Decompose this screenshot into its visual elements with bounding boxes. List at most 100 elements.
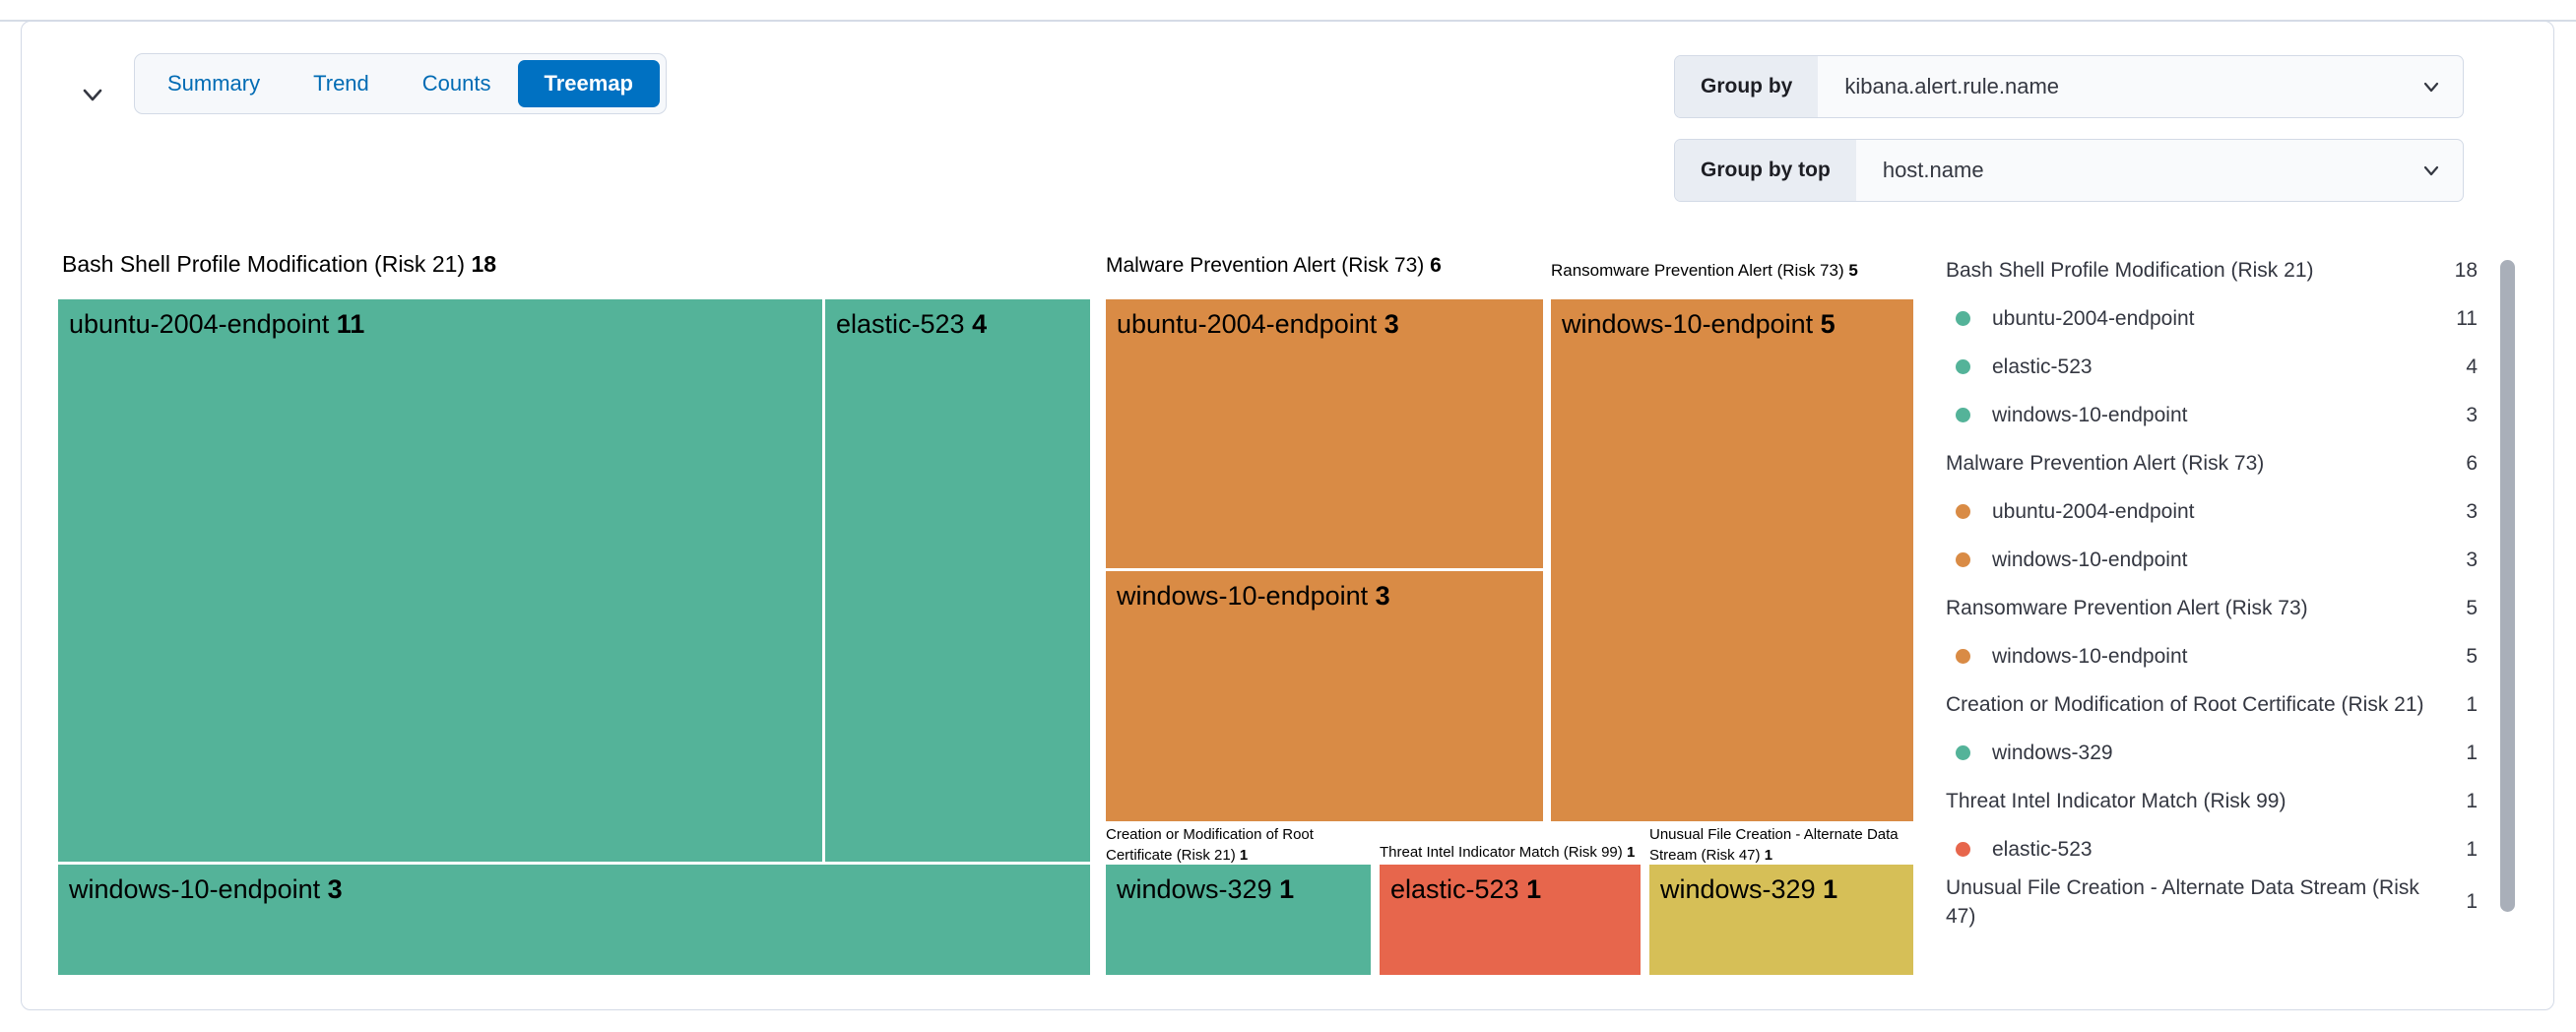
treemap-cell-windows-10-endpoint[interactable]: windows-10-endpoint 5 (1551, 299, 1913, 821)
legend-label: windows-329 (1992, 742, 2113, 764)
group-by-label: Group by (1675, 56, 1819, 117)
legend-item-row[interactable]: ubuntu-2004-endpoint 11 (1946, 294, 2478, 343)
legend-value: 5 (2466, 644, 2478, 668)
legend-value: 1 (2466, 692, 2478, 716)
group-header-value: 18 (471, 251, 497, 277)
legend-group-row[interactable]: Threat Intel Indicator Match (Risk 99) 1 (1946, 777, 2478, 825)
group-header-value: 1 (1764, 847, 1773, 864)
legend-item-row[interactable]: elastic-523 4 (1946, 343, 2478, 391)
cell-value: 1 (1526, 874, 1542, 904)
legend-color-dot (1956, 745, 1970, 760)
tab-summary[interactable]: Summary (141, 60, 287, 107)
legend-value: 4 (2466, 355, 2478, 378)
legend-color-dot (1956, 552, 1970, 567)
legend-value: 1 (2466, 789, 2478, 812)
legend-value: 6 (2466, 451, 2478, 475)
legend-label: ubuntu-2004-endpoint (1992, 500, 2195, 523)
view-tab-group: Summary Trend Counts Treemap (134, 53, 667, 114)
treemap-group-header: Unusual File Creation - Alternate Data S… (1649, 824, 1925, 866)
cell-label: windows-10-endpoint (1562, 309, 1814, 339)
tab-trend[interactable]: Trend (287, 60, 396, 107)
group-header-label: Unusual File Creation - Alternate Data S… (1649, 826, 1899, 864)
legend-color-dot (1956, 359, 1970, 374)
legend-group-row[interactable]: Unusual File Creation - Alternate Data S… (1946, 873, 2478, 931)
group-header-value: 6 (1430, 254, 1442, 277)
legend-item-row[interactable]: elastic-523 1 (1946, 825, 2478, 873)
legend-label: Threat Intel Indicator Match (Risk 99) (1946, 790, 2286, 812)
cell-value: 11 (336, 309, 365, 339)
chevron-down-icon (2419, 56, 2463, 117)
treemap-cell-windows-10-endpoint[interactable]: windows-10-endpoint 3 (1106, 571, 1543, 821)
treemap-cell-windows-10-endpoint[interactable]: windows-10-endpoint 3 (58, 865, 1090, 975)
cell-value: 3 (1375, 581, 1390, 611)
legend-group-row[interactable]: Malware Prevention Alert (Risk 73) 6 (1946, 439, 2478, 487)
cell-label: elastic-523 (1390, 874, 1519, 904)
legend-value: 3 (2466, 499, 2478, 523)
legend-item-row[interactable]: windows-10-endpoint 5 (1946, 632, 2478, 680)
treemap-cell-windows-329[interactable]: windows-329 1 (1649, 865, 1913, 975)
legend-item-row[interactable]: windows-10-endpoint 3 (1946, 391, 2478, 439)
group-header-value: 1 (1626, 844, 1636, 861)
legend-value: 3 (2466, 548, 2478, 571)
group-by-top-label: Group by top (1675, 140, 1856, 201)
legend-label: windows-10-endpoint (1992, 548, 2188, 571)
cell-value: 4 (972, 309, 988, 339)
legend-label: ubuntu-2004-endpoint (1992, 307, 2195, 330)
treemap-cell-ubuntu-2004-endpoint[interactable]: ubuntu-2004-endpoint 3 (1106, 299, 1543, 568)
legend-value: 11 (2456, 306, 2478, 330)
cell-value: 1 (1823, 874, 1838, 904)
group-header-label: Threat Intel Indicator Match (Risk 99) (1380, 844, 1623, 861)
cell-value: 1 (1279, 874, 1295, 904)
group-header-value: 5 (1848, 261, 1858, 280)
cell-label: ubuntu-2004-endpoint (69, 309, 330, 339)
chevron-down-icon (2419, 140, 2463, 201)
cell-label: windows-329 (1117, 874, 1272, 904)
group-header-label: Creation or Modification of Root Certifi… (1106, 826, 1314, 864)
group-by-select[interactable]: Group by kibana.alert.rule.name (1674, 55, 2464, 118)
legend-label: Creation or Modification of Root Certifi… (1946, 693, 2424, 716)
treemap-group-header: Ransomware Prevention Alert (Risk 73) 5 (1551, 261, 1858, 281)
treemap-group-header: Bash Shell Profile Modification (Risk 21… (62, 251, 496, 278)
legend-label: elastic-523 (1992, 355, 2093, 378)
legend-item-row[interactable]: windows-10-endpoint 3 (1946, 536, 2478, 584)
legend-label: Malware Prevention Alert (Risk 73) (1946, 452, 2265, 475)
cell-value: 3 (327, 874, 343, 904)
legend-label: Ransomware Prevention Alert (Risk 73) (1946, 597, 2308, 619)
legend-label: windows-10-endpoint (1992, 645, 2188, 668)
legend-item-row[interactable]: ubuntu-2004-endpoint 3 (1946, 487, 2478, 536)
treemap-cell-windows-329[interactable]: windows-329 1 (1106, 865, 1371, 975)
legend-group-row[interactable]: Creation or Modification of Root Certifi… (1946, 680, 2478, 729)
treemap-cell-elastic-523[interactable]: elastic-523 1 (1380, 865, 1641, 975)
legend-color-dot (1956, 842, 1970, 857)
treemap-group-header: Threat Intel Indicator Match (Risk 99) 1 (1380, 842, 1660, 863)
legend-label: elastic-523 (1992, 838, 2093, 861)
group-header-value: 1 (1239, 847, 1249, 864)
tab-counts[interactable]: Counts (396, 60, 518, 107)
cell-value: 3 (1384, 309, 1399, 339)
legend-color-dot (1956, 504, 1970, 519)
cell-label: windows-329 (1660, 874, 1816, 904)
legend-value: 1 (2466, 837, 2478, 861)
legend-color-dot (1956, 408, 1970, 422)
treemap-cell-ubuntu-2004-endpoint[interactable]: ubuntu-2004-endpoint 11 (58, 299, 822, 862)
legend-scrollbar[interactable] (2500, 260, 2515, 912)
group-by-top-select[interactable]: Group by top host.name (1674, 139, 2464, 202)
legend-label: windows-10-endpoint (1992, 404, 2188, 426)
collapse-panel-button[interactable] (71, 73, 114, 116)
cell-value: 5 (1820, 309, 1835, 339)
treemap-group-header: Malware Prevention Alert (Risk 73) 6 (1106, 254, 1442, 278)
legend-label: Unusual File Creation - Alternate Data S… (1946, 876, 2419, 928)
group-by-value: kibana.alert.rule.name (1844, 74, 2060, 98)
alerts-treemap-panel: Summary Trend Counts Treemap Group by ki… (21, 21, 2554, 1010)
group-header-label: Malware Prevention Alert (Risk 73) (1106, 254, 1425, 277)
legend-item-row[interactable]: windows-329 1 (1946, 729, 2478, 777)
treemap-cell-elastic-523[interactable]: elastic-523 4 (825, 299, 1090, 862)
legend-value: 1 (2466, 741, 2478, 764)
tab-treemap[interactable]: Treemap (517, 60, 660, 107)
legend-group-row[interactable]: Ransomware Prevention Alert (Risk 73) 5 (1946, 584, 2478, 632)
legend-value: 1 (2466, 890, 2478, 913)
cell-label: ubuntu-2004-endpoint (1117, 309, 1378, 339)
group-header-label: Ransomware Prevention Alert (Risk 73) (1551, 261, 1844, 280)
group-header-label: Bash Shell Profile Modification (Risk 21… (62, 251, 466, 277)
legend-group-row[interactable]: Bash Shell Profile Modification (Risk 21… (1946, 246, 2478, 294)
